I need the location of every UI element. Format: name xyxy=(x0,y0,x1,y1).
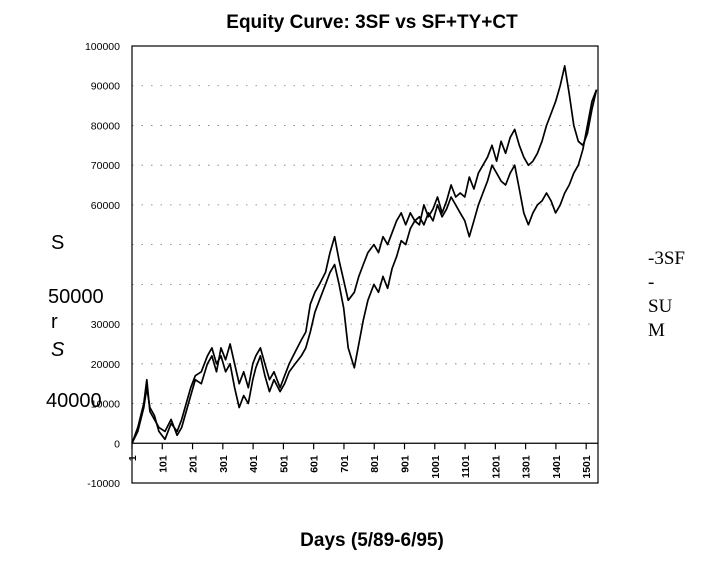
x-tick-label-0: 1 xyxy=(127,455,139,461)
x-tick-label-2: 201 xyxy=(188,455,200,473)
x-tick-label-13: 1301 xyxy=(521,455,533,479)
legend-line-3: M xyxy=(648,320,665,341)
x-tick-label-9: 901 xyxy=(400,455,412,473)
y-tick-label-3: 70000 xyxy=(91,160,120,172)
y-tick-label-6: 20000 xyxy=(91,359,120,371)
series-line-1 xyxy=(131,89,598,444)
x-tick-label-7: 701 xyxy=(339,455,351,473)
y-tick-label-1: 90000 xyxy=(91,81,120,93)
y-tick-label-5: 30000 xyxy=(91,319,120,331)
x-tick-label-12: 1201 xyxy=(490,455,502,479)
x-tick-label-1: 101 xyxy=(157,455,169,473)
x-tick-label-14: 1401 xyxy=(551,455,563,479)
x-tick-label-8: 801 xyxy=(369,455,381,473)
legend-line-2: SU xyxy=(648,296,673,317)
legend-line-0: -3SF xyxy=(648,248,685,269)
x-tick-label-6: 601 xyxy=(309,455,321,473)
y-tick-label-2: 80000 xyxy=(91,120,120,132)
series-line-0 xyxy=(131,65,598,444)
series-lines xyxy=(131,65,598,444)
y-tick-labels: 1000009000080000700006000030000200001000… xyxy=(85,41,120,490)
x-tick-label-4: 401 xyxy=(248,455,260,473)
y-label-fragment-0: S xyxy=(51,232,64,254)
y-tick-label-8: 0 xyxy=(114,438,120,450)
gridlines xyxy=(132,45,598,444)
y-label-fragment-1: 50000 xyxy=(48,286,104,308)
x-tick-labels: 1 101 201 301 401 501 601 701 801 901 1001 1101 1201… xyxy=(127,443,593,479)
chart-title: Equity Curve: 3SF vs SF+TY+CT xyxy=(226,12,518,33)
y-label-fragment-2: r xyxy=(51,311,58,333)
y-label-fragment-4: 40000 xyxy=(46,390,102,412)
x-tick-label-15: 1501 xyxy=(581,455,593,479)
y-tick-label-4: 60000 xyxy=(91,200,120,212)
x-tick-label-11: 1101 xyxy=(460,455,472,478)
plot-area xyxy=(131,45,599,484)
y-tick-label-0: 100000 xyxy=(85,41,120,53)
x-tick-label-5: 501 xyxy=(278,455,290,473)
x-tick-label-10: 1001 xyxy=(430,455,442,479)
y-tick-label-9: -10000 xyxy=(87,478,120,490)
x-tick-label-3: 301 xyxy=(218,455,230,473)
legend: -3SF - SU M xyxy=(648,248,685,341)
legend-line-1: - xyxy=(648,272,654,293)
y-label-fragment-3: S xyxy=(51,339,65,361)
y-tick-label-7: 10000 xyxy=(91,399,120,411)
x-axis-label: Days (5/89-6/95) xyxy=(300,530,444,551)
